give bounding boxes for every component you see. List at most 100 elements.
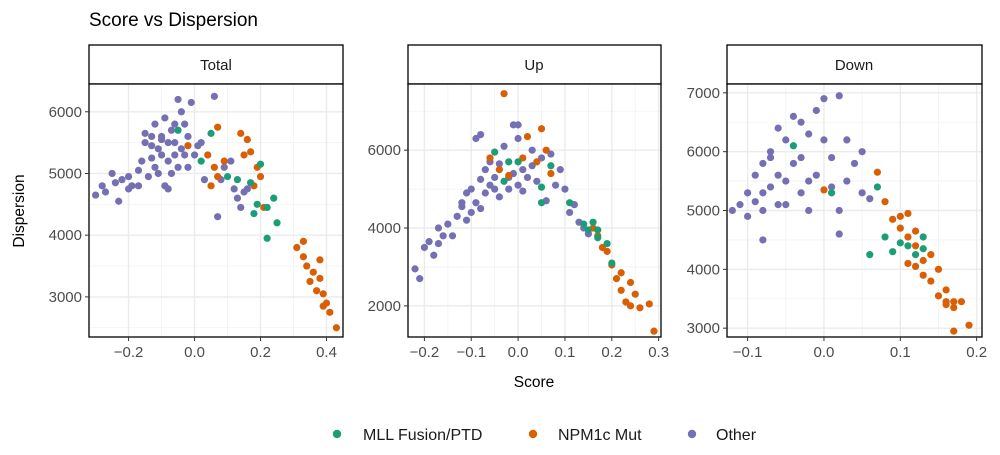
point-npm1c-mut <box>505 171 513 180</box>
point-other <box>237 203 245 212</box>
point-other <box>759 236 767 244</box>
point-other <box>157 151 166 159</box>
data-points <box>728 92 973 335</box>
point-other <box>108 169 116 178</box>
point-other <box>167 169 176 178</box>
point-other <box>467 185 475 193</box>
point-mll-fusion-ptd <box>537 199 546 207</box>
legend-swatch-mll <box>332 429 342 439</box>
point-npm1c-mut <box>934 265 943 273</box>
x-tick-label: −0.2 <box>114 344 144 361</box>
point-mll-fusion-ptd <box>594 226 602 234</box>
point-other <box>430 251 438 259</box>
point-npm1c-mut <box>873 168 882 176</box>
point-other <box>174 95 182 104</box>
point-other <box>744 212 752 220</box>
point-other <box>467 208 475 217</box>
strip-background <box>88 44 344 85</box>
y-tick-label: 3000 <box>687 320 720 337</box>
point-other <box>835 230 843 238</box>
point-other <box>190 151 199 159</box>
point-other <box>171 139 179 147</box>
point-other <box>561 185 569 193</box>
point-npm1c-mut <box>523 132 532 141</box>
point-other <box>425 238 433 246</box>
point-npm1c-mut <box>537 125 546 133</box>
point-other <box>434 224 443 232</box>
y-tick-label: 5000 <box>49 165 82 182</box>
legend-label-other: Other <box>716 427 757 444</box>
point-mll-fusion-ptd <box>253 200 261 208</box>
point-other <box>805 206 813 215</box>
y-axis-title: Dispersion <box>11 174 28 247</box>
point-other <box>551 181 560 189</box>
point-npm1c-mut <box>820 186 828 194</box>
legend-label-npm1c: NPM1c Mut <box>558 427 642 444</box>
y-tick-label: 6000 <box>368 142 401 159</box>
point-npm1c-mut <box>934 292 943 300</box>
point-npm1c-mut <box>299 253 308 261</box>
point-npm1c-mut <box>927 277 935 285</box>
point-npm1c-mut <box>950 298 958 306</box>
y-tick-label: 6000 <box>687 144 720 161</box>
point-mll-fusion-ptd <box>174 126 182 134</box>
point-mll-fusion-ptd <box>197 157 205 165</box>
point-other <box>154 145 162 153</box>
point-npm1c-mut <box>911 262 920 270</box>
y-tick-label: 2000 <box>368 298 401 315</box>
point-other <box>177 145 185 153</box>
point-npm1c-mut <box>631 290 639 298</box>
point-npm1c-mut <box>500 90 508 98</box>
point-npm1c-mut <box>214 172 222 181</box>
point-other <box>766 183 775 191</box>
x-tick-label: 0.1 <box>555 344 576 361</box>
point-npm1c-mut <box>919 256 927 265</box>
point-other <box>774 171 782 179</box>
point-other <box>161 114 169 122</box>
point-npm1c-mut <box>617 269 625 277</box>
point-npm1c-mut <box>299 237 308 245</box>
point-other <box>197 139 205 147</box>
x-tick-label: 0.3 <box>648 344 669 361</box>
point-other <box>751 171 759 179</box>
y-tick-label: 4000 <box>368 220 401 237</box>
point-npm1c-mut <box>636 304 644 312</box>
gridlines <box>89 84 343 337</box>
point-other <box>812 106 820 115</box>
point-mll-fusion-ptd <box>263 203 271 212</box>
point-mll-fusion-ptd <box>256 160 265 168</box>
point-other <box>835 206 843 215</box>
point-other <box>519 166 527 174</box>
point-mll-fusion-ptd <box>247 179 255 187</box>
point-other <box>420 243 428 252</box>
point-other <box>151 163 159 171</box>
point-other <box>462 216 471 224</box>
point-other <box>774 201 782 209</box>
point-npm1c-mut <box>603 247 611 255</box>
point-other <box>434 239 443 248</box>
y-tick-label: 6000 <box>49 104 82 121</box>
panel-border <box>407 83 662 338</box>
point-other <box>164 157 172 165</box>
plot-area <box>89 84 343 337</box>
point-mll-fusion-ptd <box>919 245 927 253</box>
point-other <box>472 199 480 207</box>
point-other <box>835 92 843 100</box>
point-other <box>789 159 798 168</box>
point-npm1c-mut <box>650 327 658 335</box>
point-other <box>766 153 775 162</box>
y-ticks: 2000 4000 6000 <box>368 142 408 315</box>
point-mll-fusion-ptd <box>904 242 912 250</box>
point-other <box>177 108 185 116</box>
point-mll-fusion-ptd <box>273 219 281 227</box>
point-other <box>181 151 189 159</box>
x-tick-label: 0.2 <box>966 344 987 361</box>
x-tick-label: −0.1 <box>733 344 763 361</box>
point-npm1c-mut <box>547 169 555 178</box>
strip-label-down: Down <box>835 57 873 74</box>
point-other <box>227 157 235 165</box>
point-npm1c-mut <box>965 321 973 329</box>
x-tick-label: 0.4 <box>316 344 337 361</box>
point-mll-fusion-ptd <box>889 248 897 256</box>
